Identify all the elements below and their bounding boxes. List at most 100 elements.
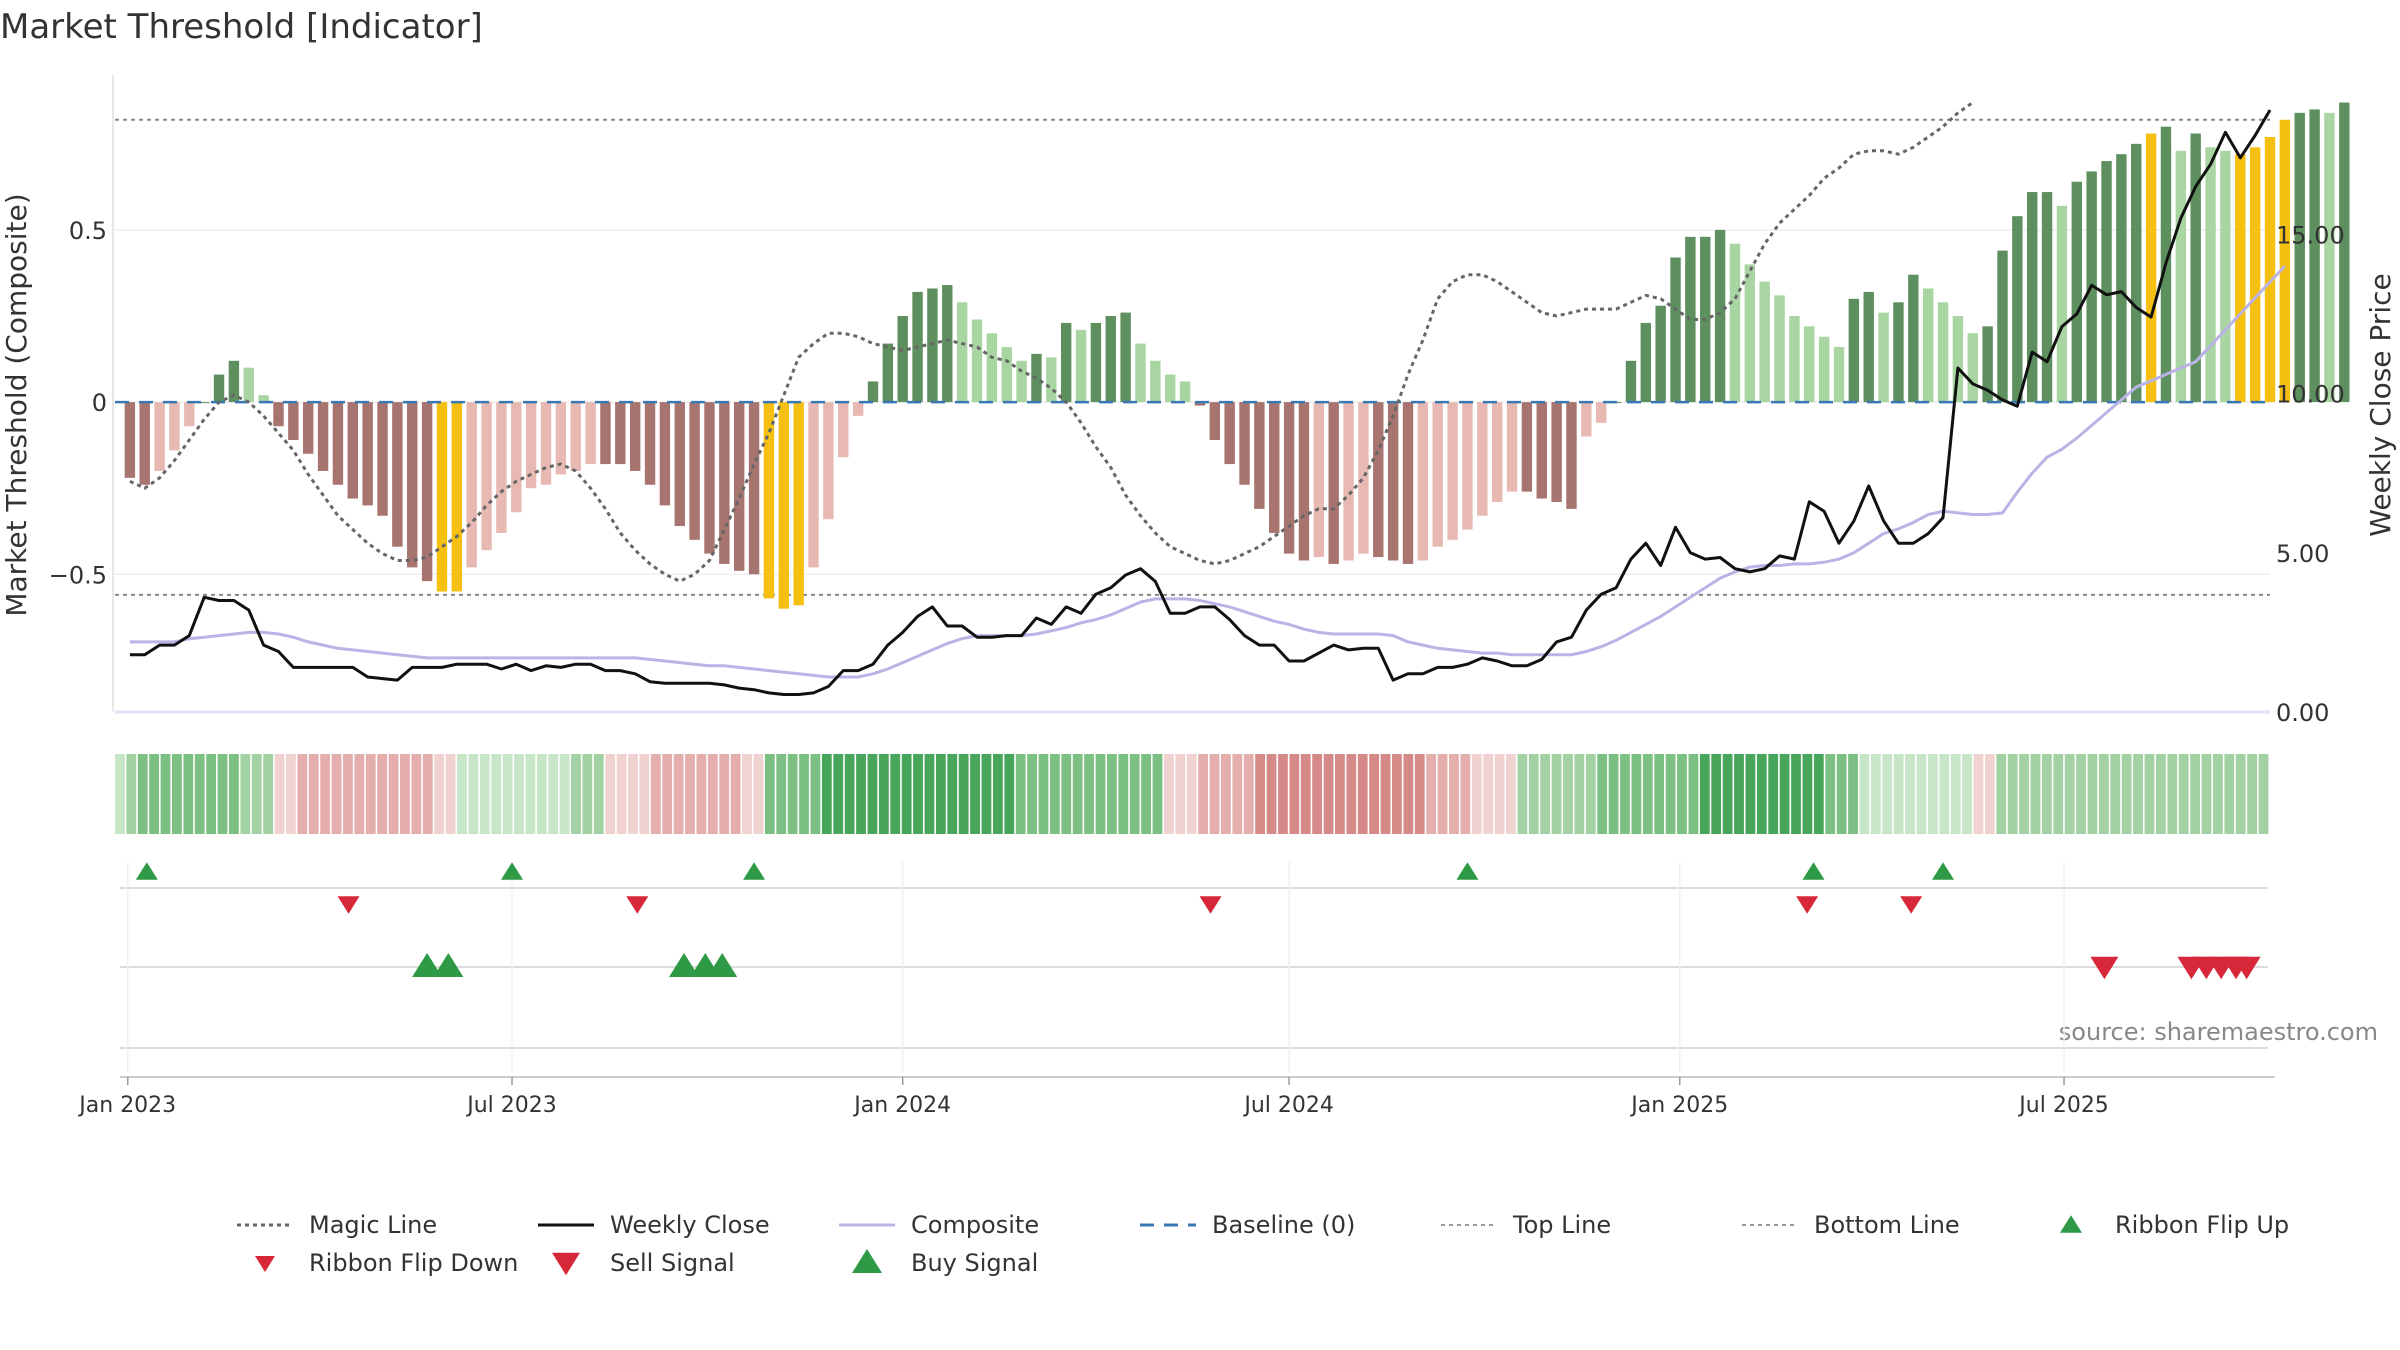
ribbon-cell xyxy=(2121,754,2132,834)
ribbon-cell xyxy=(1939,754,1950,834)
composite-bar xyxy=(2012,216,2023,403)
composite-bar xyxy=(1283,402,1295,554)
ribbon-cell xyxy=(1665,754,1676,834)
x-tick-label: Jan 2024 xyxy=(852,1093,951,1118)
composite-bar xyxy=(2205,147,2216,403)
ribbon-cell xyxy=(160,754,171,834)
ribbon-cell xyxy=(1836,754,1847,834)
magic-line xyxy=(129,101,1974,583)
ribbon-cell xyxy=(559,754,570,834)
ribbon-cell xyxy=(1289,754,1300,834)
ribbon-cell xyxy=(2019,754,2029,834)
ribbon-cell xyxy=(1335,754,1345,834)
sell-signal-marker xyxy=(2232,956,2261,980)
x-tick-label: Jul 2023 xyxy=(465,1093,557,1118)
composite-bar xyxy=(198,402,210,404)
x-tick-label: Jan 2025 xyxy=(1629,1093,1728,1118)
ribbon-cell xyxy=(1095,754,1106,834)
ribbon-cell xyxy=(901,754,912,834)
ribbon-cell xyxy=(1221,754,1231,834)
ribbon-cell xyxy=(137,754,148,834)
composite-bar xyxy=(228,360,240,403)
composite-bar xyxy=(1075,329,1087,403)
ribbon-cell xyxy=(172,754,182,834)
ribbon-cell xyxy=(707,754,718,834)
composite-bar xyxy=(659,402,671,506)
left-tick-label: 0.5 xyxy=(69,217,107,245)
ribbon-cell xyxy=(115,754,125,834)
ribbon-cell xyxy=(320,754,331,834)
composite-bar xyxy=(1491,402,1503,502)
ribbon-cell xyxy=(1232,754,1243,834)
composite-bar xyxy=(154,402,165,471)
left-tick-label: −0.5 xyxy=(49,561,107,589)
composite-bar xyxy=(1239,402,1250,485)
composite-bar xyxy=(719,402,730,564)
ribbon-cell xyxy=(1699,754,1710,834)
composite-bar xyxy=(511,402,522,513)
composite-bar xyxy=(466,402,477,568)
composite-bar xyxy=(927,288,938,403)
legend-item-top: Top Line xyxy=(1441,1211,1611,1239)
ribbon-cell xyxy=(229,754,239,834)
ribbon-cell xyxy=(457,754,467,834)
trend-ribbon xyxy=(115,754,2269,834)
ribbon-cell xyxy=(1859,754,1870,834)
ribbon-cell xyxy=(1642,754,1653,834)
composite-bar xyxy=(1120,312,1131,403)
ribbon-cell xyxy=(1346,754,1357,834)
legend-label: Weekly Close xyxy=(610,1211,770,1239)
ribbon-cell xyxy=(1631,754,1642,834)
ribbon-cell xyxy=(126,754,137,834)
ribbon-cell xyxy=(1608,754,1619,834)
composite-bar xyxy=(451,402,463,592)
ribbon-cell xyxy=(1380,754,1391,834)
composite-bar xyxy=(2175,150,2187,403)
ribbon-cell xyxy=(2098,754,2109,834)
composite-bar xyxy=(570,402,581,471)
composite-bar xyxy=(1506,402,1518,492)
composite-bar xyxy=(1194,402,1206,406)
ribbon-cell xyxy=(1962,754,1972,834)
ribbon-cell xyxy=(331,754,342,834)
ribbon-flip-down-marker xyxy=(1796,896,1819,914)
composite-bar xyxy=(1313,402,1325,558)
ribbon-cell xyxy=(753,754,764,834)
left-axis-label: Market Threshold (Composite) xyxy=(0,193,33,616)
composite-bar xyxy=(2324,112,2335,403)
ribbon-cell xyxy=(1996,754,2007,834)
ribbon-cell xyxy=(1027,754,1037,834)
ribbon-cell xyxy=(365,754,376,834)
ribbon-cell xyxy=(2041,754,2052,834)
ribbon-cell xyxy=(799,754,809,834)
ribbon-cell xyxy=(582,754,593,834)
ribbon-cell xyxy=(206,754,217,834)
legend-item-magic: Magic Line xyxy=(237,1211,437,1239)
x-axis: Jan 2023 Jul 2023 Jan 2024 Jul 2024 Jan 2025… xyxy=(77,1076,2275,1118)
legend-item-close: Weekly Close xyxy=(538,1211,770,1239)
x-tick-label: Jan 2023 xyxy=(77,1093,176,1118)
right-tick-label: 10.00 xyxy=(2276,381,2345,409)
ribbon-cell xyxy=(2167,754,2178,834)
ribbon-cell xyxy=(434,754,445,834)
composite-bar xyxy=(1581,402,1592,437)
composite-bar xyxy=(1387,402,1399,561)
composite-bar xyxy=(540,402,552,485)
ribbon-cell xyxy=(2258,754,2269,834)
composite-bar xyxy=(1818,336,1830,403)
ribbon-cell xyxy=(2247,754,2258,834)
ribbon-cell xyxy=(240,754,251,834)
ribbon-cell xyxy=(491,754,502,834)
composite-bar xyxy=(1967,333,1978,403)
composite-bars xyxy=(124,102,2350,609)
ribbon-cell xyxy=(1540,754,1551,834)
ribbon-flip-up-marker xyxy=(135,862,158,880)
ribbon-cell xyxy=(2190,754,2200,834)
composite-bar xyxy=(303,402,314,454)
composite-bar xyxy=(332,402,344,485)
ribbon-cell xyxy=(2007,754,2018,834)
ribbon-cell xyxy=(1825,754,1836,834)
ribbon-cell xyxy=(2076,754,2086,834)
ribbon-cell xyxy=(593,754,604,834)
ribbon-cell xyxy=(1243,754,1254,834)
